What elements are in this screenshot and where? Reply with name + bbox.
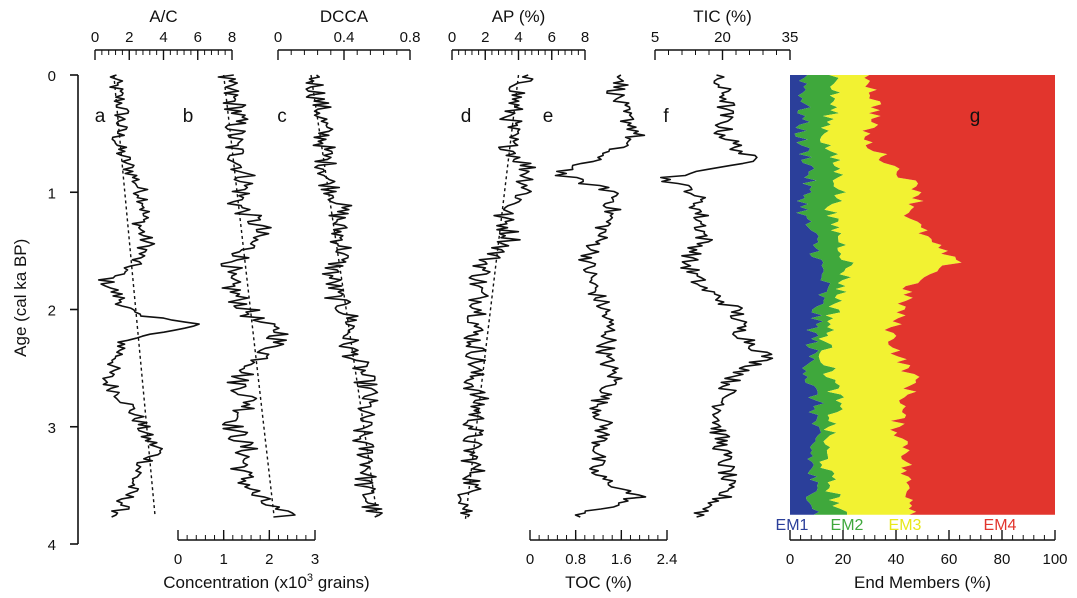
legend-em1: EM1 xyxy=(776,517,809,534)
x-tick-label: 60 xyxy=(941,551,958,568)
x-tick-label: 5 xyxy=(651,29,659,46)
x-tick-label: 0 xyxy=(91,29,99,46)
panel-letter-a: a xyxy=(95,106,106,127)
x-tick-label: 6 xyxy=(194,29,202,46)
title-part: Concentration (x10 xyxy=(163,573,307,592)
x-tick-label: 2.4 xyxy=(657,551,678,568)
area-em4 xyxy=(862,75,1055,515)
age-tick-label: 0 xyxy=(48,68,56,85)
x-tick-label: 4 xyxy=(159,29,167,46)
area-em2 xyxy=(794,75,854,515)
end-member-areas xyxy=(790,75,1055,515)
x-axis-title: End Members (%) xyxy=(854,573,991,592)
series-lines xyxy=(97,74,774,521)
trend-line-c xyxy=(310,74,378,515)
trend-line-a xyxy=(113,74,156,515)
x-axis-title: DCCA xyxy=(320,7,369,26)
series-line-f xyxy=(660,74,774,518)
concentration-axis-title: Concentration (x103 grains) xyxy=(163,572,369,592)
age-tick-label: 4 xyxy=(48,537,56,554)
series-line-d xyxy=(457,74,537,518)
title-end: grains) xyxy=(313,573,370,592)
x-tick-label: 0.8 xyxy=(400,29,421,46)
x-tick-label: 20 xyxy=(835,551,852,568)
age-tick-label: 1 xyxy=(48,185,56,202)
x-tick-label: 1 xyxy=(219,551,227,568)
x-tick-label: 2 xyxy=(125,29,133,46)
series-line-a xyxy=(97,74,200,518)
age-axis-title: Age (cal ka BP) xyxy=(11,239,30,357)
x-tick-label: 2 xyxy=(481,29,489,46)
x-tick-label: 2 xyxy=(265,551,273,568)
panel-letter-f: f xyxy=(663,106,669,127)
x-tick-label: 4 xyxy=(514,29,522,46)
legend-em3: EM3 xyxy=(889,517,922,534)
x-tick-label: 0 xyxy=(274,29,282,46)
labels: 0 1 2 3 4 Age (cal ka BP) 0 2 4 6 8 A/C 0 0.4 0.8 DCCA 0… xyxy=(11,7,1068,592)
x-tick-label: 0 xyxy=(526,551,534,568)
x-tick-label: 0.8 xyxy=(565,551,586,568)
x-tick-label: 8 xyxy=(228,29,236,46)
panel-letter-g: g xyxy=(970,106,981,127)
x-axis-title: TOC (%) xyxy=(565,573,632,592)
x-tick-label: 0 xyxy=(448,29,456,46)
panel-letter-d: d xyxy=(461,106,472,127)
x-tick-label: 0 xyxy=(174,551,182,568)
x-tick-label: 0.4 xyxy=(334,29,355,46)
series-line-e xyxy=(554,74,647,518)
axes xyxy=(70,49,1056,545)
legend-em2: EM2 xyxy=(831,517,864,534)
x-tick-label: 6 xyxy=(548,29,556,46)
x-tick-label: 3 xyxy=(311,551,319,568)
x-tick-label: 8 xyxy=(581,29,589,46)
panel-letter-b: b xyxy=(183,106,194,127)
x-axis-title: TIC (%) xyxy=(693,7,752,26)
age-tick-label: 3 xyxy=(48,420,56,437)
area-em1 xyxy=(790,75,831,515)
trend-line-d xyxy=(464,74,520,521)
x-axis-title: A/C xyxy=(149,7,177,26)
series-line-c xyxy=(305,74,383,518)
x-tick-label: 80 xyxy=(994,551,1011,568)
x-tick-label: 1.6 xyxy=(611,551,632,568)
series-line-b xyxy=(217,74,296,518)
x-tick-label: 40 xyxy=(888,551,905,568)
x-tick-label: 20 xyxy=(714,29,731,46)
trend-line-b xyxy=(222,74,275,515)
x-tick-label: 100 xyxy=(1042,551,1067,568)
x-tick-label: 0 xyxy=(786,551,794,568)
title-sup: 3 xyxy=(307,572,313,584)
panel-letter-e: e xyxy=(543,106,554,127)
age-tick-label: 2 xyxy=(48,303,56,320)
panel-letter-c: c xyxy=(277,106,287,127)
legend-em4: EM4 xyxy=(984,517,1017,534)
x-tick-label: 35 xyxy=(782,29,799,46)
area-em3 xyxy=(818,75,962,515)
x-axis-title: AP (%) xyxy=(492,7,546,26)
